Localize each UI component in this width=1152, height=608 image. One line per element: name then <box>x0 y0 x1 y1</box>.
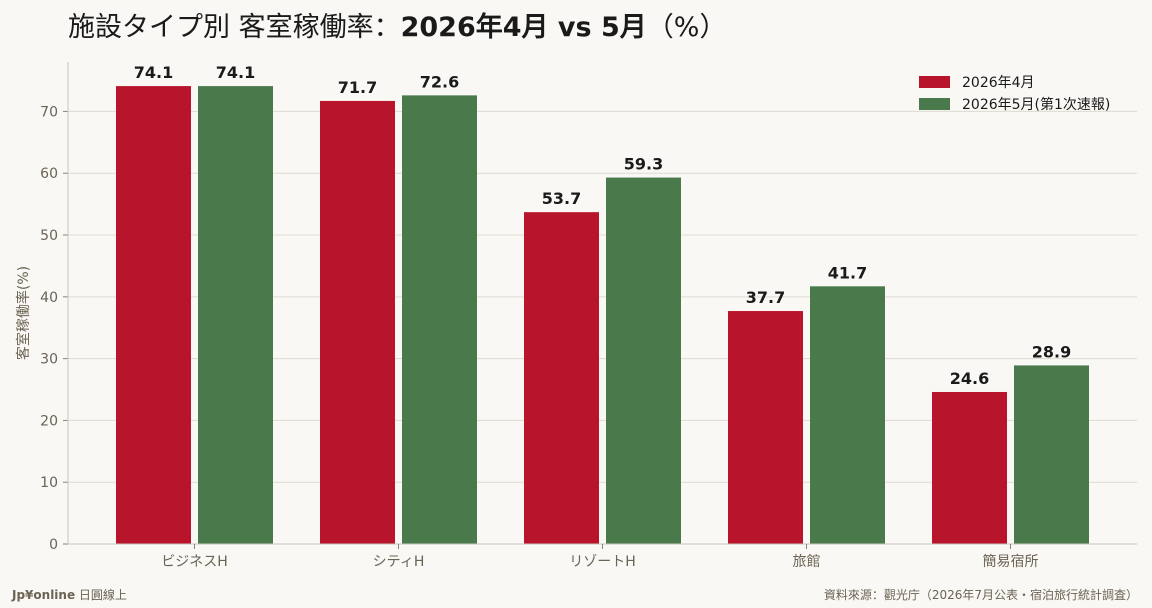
bar-april <box>320 100 395 544</box>
label-layer: 74.1 74.1 71.7 72.6 53.7 59.3 37.7 41.7 24.6 28.9 <box>134 63 1071 388</box>
data-label: 28.9 <box>1032 342 1071 361</box>
data-label: 53.7 <box>542 189 581 208</box>
legend-swatch-may <box>919 98 950 110</box>
legend-label: 2026年4月 <box>962 75 1035 91</box>
x-tick-label: 簡易宿所 <box>983 553 1039 570</box>
axis-layer: 0 10 20 30 40 50 60 70 客室稼働率(%) ビジネスH シティH リゾートH 旅館 簡… <box>15 62 1137 570</box>
bar-may <box>198 86 273 544</box>
bar-april <box>524 212 599 544</box>
x-tick-label: シティH <box>373 554 425 570</box>
y-tick-label: 70 <box>40 104 58 120</box>
bar-april <box>116 86 191 544</box>
title-bold: 2026年4月 vs 5月 <box>400 12 647 43</box>
bar-april <box>728 311 803 544</box>
x-tick-label: 旅館 <box>793 553 821 570</box>
y-axis-label: 客室稼働率(%) <box>15 266 32 360</box>
brand-tagline: 日圓線上 <box>75 588 127 602</box>
source-note: 資料來源：觀光庁（2026年7月公表・宿泊旅行統計調査） <box>823 588 1138 602</box>
bar-may <box>1014 365 1089 544</box>
legend-label: 2026年5月(第1次速報) <box>962 96 1110 113</box>
data-label: 72.6 <box>420 72 459 91</box>
data-label: 41.7 <box>828 263 867 282</box>
data-label: 59.3 <box>624 155 663 174</box>
y-tick-label: 30 <box>40 352 58 368</box>
legend: 2026年4月 2026年5月(第1次速報) <box>919 75 1110 113</box>
data-label: 71.7 <box>338 78 377 97</box>
bar-may <box>810 286 885 544</box>
title-prefix: 施設タイプ別 客室稼働率： <box>68 12 401 43</box>
brand-footer: Jp¥online 日圓線上 <box>12 586 127 603</box>
brand-name: Jp¥online <box>12 588 76 602</box>
y-tick-label: 10 <box>40 475 58 491</box>
bar-april <box>932 391 1007 544</box>
y-tick-label: 40 <box>40 290 58 306</box>
data-label: 37.7 <box>746 288 785 307</box>
data-label: 74.1 <box>216 63 255 82</box>
y-tick-label: 0 <box>49 537 58 553</box>
y-tick-label: 60 <box>40 166 58 182</box>
y-tick-label: 20 <box>40 413 58 429</box>
x-tick-label: ビジネスH <box>161 554 228 570</box>
bar-may <box>402 95 477 544</box>
y-tick-label: 50 <box>40 228 58 244</box>
chart-title: 施設タイプ別 客室稼働率：2026年4月 vs 5月（%） <box>68 8 726 48</box>
bar-may <box>606 177 681 545</box>
legend-swatch-april <box>919 76 950 88</box>
bar-layer <box>116 86 1089 545</box>
x-tick-label: リゾートH <box>569 554 636 570</box>
data-label: 24.6 <box>950 369 989 388</box>
data-label: 74.1 <box>134 63 173 82</box>
title-suffix: （%） <box>646 12 727 43</box>
